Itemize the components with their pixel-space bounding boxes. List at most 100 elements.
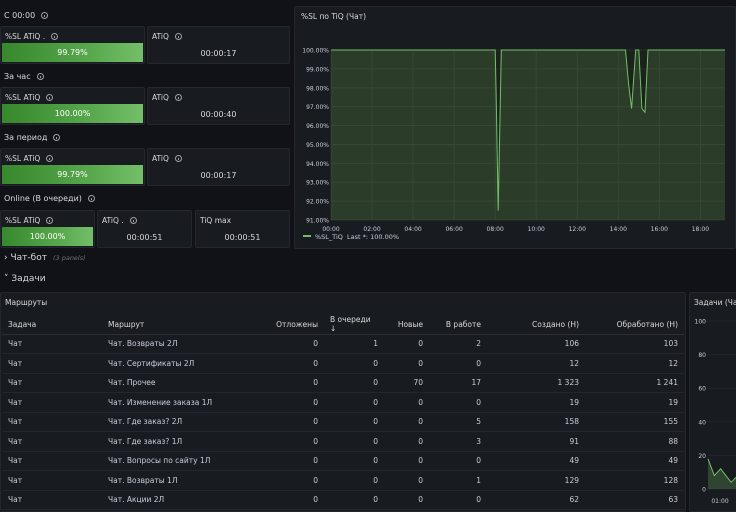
column-header[interactable]: Задача: [2, 315, 102, 335]
table-cell: 19: [585, 392, 684, 413]
x-tick-label: 16:00: [651, 226, 668, 233]
table-cell: 0: [258, 412, 324, 432]
info-icon[interactable]: [46, 217, 54, 224]
info-icon[interactable]: [41, 12, 49, 19]
info-icon[interactable]: [174, 94, 182, 101]
info-icon[interactable]: [46, 94, 54, 101]
table-row[interactable]: Чат Чат. Возвраты 1Л 0 0 0 1 129 128: [2, 470, 684, 491]
x-tick-label: 04:00: [404, 226, 421, 233]
panel-title-text: %SL ATiQ .: [5, 32, 46, 41]
column-header-text: В очереди: [330, 315, 371, 325]
chart-legend[interactable]: %SL_TiQ Last *: 100.00%: [303, 233, 399, 241]
y-tick-label: 40: [698, 419, 706, 426]
table-cell: 12: [585, 353, 684, 374]
table-cell: 0: [258, 353, 324, 374]
table-cell: 103: [585, 334, 684, 354]
series-area: [331, 50, 725, 220]
table-cell: 0: [258, 490, 324, 510]
table-cell: Чат. Где заказ? 1Л: [102, 431, 258, 452]
section-title-period: За период: [4, 133, 61, 142]
table-row[interactable]: Чат Чат. Где заказ? 2Л 0 0 0 5 158 155: [2, 412, 684, 432]
panel-title: ATiQ: [152, 32, 182, 41]
info-icon[interactable]: [174, 33, 182, 40]
table-row[interactable]: Чат Чат. Сертификаты 2Л 0 0 0 0 12 12: [2, 353, 684, 374]
column-header[interactable]: Маршрут: [102, 315, 258, 335]
info-icon[interactable]: [46, 155, 54, 162]
row-tasks[interactable]: ˅ Задачи: [4, 274, 46, 284]
table-cell: 0: [324, 490, 384, 510]
table-cell: Чат: [2, 490, 102, 510]
panel-title-text: ATiQ: [152, 93, 169, 102]
stat-value: 00:00:51: [126, 233, 163, 242]
table-cell: 5: [429, 412, 487, 432]
table-row[interactable]: Чат Чат. Изменение заказа 1Л 0 0 0 0 19 19: [2, 392, 684, 413]
table-cell: 0: [384, 353, 429, 374]
column-header-sorted[interactable]: В очереди ↓: [324, 315, 384, 335]
stat-value: 100.00%: [2, 227, 93, 246]
section-label: Online (В очереди): [4, 194, 82, 203]
table-cell: 0: [384, 490, 429, 510]
stat-value: 00:00:51: [224, 233, 261, 242]
info-icon[interactable]: [129, 217, 137, 224]
table-cell: 0: [258, 392, 324, 413]
table-cell: 0: [258, 451, 324, 471]
table-cell: 0: [324, 373, 384, 393]
y-tick-label: 80: [698, 352, 706, 359]
info-icon[interactable]: [174, 155, 182, 162]
table-row[interactable]: Чат Чат. Акции 2Л 0 0 0 0 62 63: [2, 490, 684, 510]
series-line: [707, 458, 736, 484]
legend-swatch: [303, 235, 311, 237]
stat-value: 99.79%: [2, 43, 143, 62]
row-note: (3 panels): [52, 254, 86, 262]
panel-title-text: ATiQ .: [102, 216, 124, 225]
table-cell: 158: [487, 412, 585, 432]
row-chatbot[interactable]: › Чат-бот (3 panels): [4, 253, 86, 263]
chart-panel-sl-tiq: %SL по TiQ (Чат) 100.00% 99.00% 98.00% 97.0…: [294, 6, 736, 249]
chart-title: %SL по TiQ (Чат): [301, 12, 367, 21]
panel-sl-midnight: %SL ATiQ . 99.79%: [0, 26, 145, 64]
table-row[interactable]: Чат Чат. Где заказ? 1Л 0 0 0 3 91 88: [2, 431, 684, 452]
column-header[interactable]: В работе: [429, 315, 487, 335]
table-cell: 12: [487, 353, 585, 374]
table-cell: 0: [384, 431, 429, 452]
table-cell: Чат. Возвраты 1Л: [102, 470, 258, 491]
info-icon[interactable]: [36, 73, 44, 80]
info-icon[interactable]: [87, 195, 95, 202]
stat-value: 99.79%: [2, 165, 143, 184]
column-header[interactable]: Обработано (Н): [585, 315, 684, 335]
table-cell: 0: [384, 392, 429, 413]
table-cell: Чат: [2, 451, 102, 471]
y-tick-label: 97.00%: [306, 104, 329, 111]
panel-title-text: TiQ max: [200, 216, 232, 225]
section-label: За период: [4, 133, 48, 142]
info-icon[interactable]: [51, 33, 59, 40]
y-tick-label: 91.00%: [306, 218, 329, 225]
table-cell: Чат. Сертификаты 2Л: [102, 353, 258, 374]
stat-value: 00:00:17: [200, 49, 237, 58]
table-cell: 129: [487, 470, 585, 491]
column-header[interactable]: Создано (Н): [487, 315, 585, 335]
panel-tiq-max: TiQ max 00:00:51: [195, 210, 290, 248]
table-cell: Чат. Где заказ? 2Л: [102, 412, 258, 432]
panel-title: %SL ATiQ: [5, 93, 54, 102]
column-header[interactable]: Отложены: [258, 315, 324, 335]
stat-value: 100.00%: [2, 104, 143, 123]
y-tick-label: 20: [698, 453, 706, 460]
x-tick-label: 08:00: [487, 226, 504, 233]
info-icon[interactable]: [53, 134, 61, 141]
column-header[interactable]: Новые: [384, 315, 429, 335]
table-cell: 0: [429, 392, 487, 413]
x-tick-label: 12:00: [569, 226, 586, 233]
table-cell: Чат: [2, 412, 102, 432]
table-cell: 3: [429, 431, 487, 452]
table-row[interactable]: Чат Чат. Возвраты 2Л 0 1 0 2 106 103: [2, 334, 684, 354]
table-row[interactable]: Чат Чат. Прочее 0 0 70 17 1 323 1 241: [2, 373, 684, 393]
arrow-down-icon: ↓: [330, 324, 337, 334]
table-row[interactable]: Чат Чат. Вопросы по сайту 1Л 0 0 0 0 49 49: [2, 451, 684, 471]
table-cell: 17: [429, 373, 487, 393]
table-cell: 0: [324, 470, 384, 491]
panel-atiq-midnight: ATiQ 00:00:17: [147, 26, 290, 64]
table-cell: 0: [324, 392, 384, 413]
